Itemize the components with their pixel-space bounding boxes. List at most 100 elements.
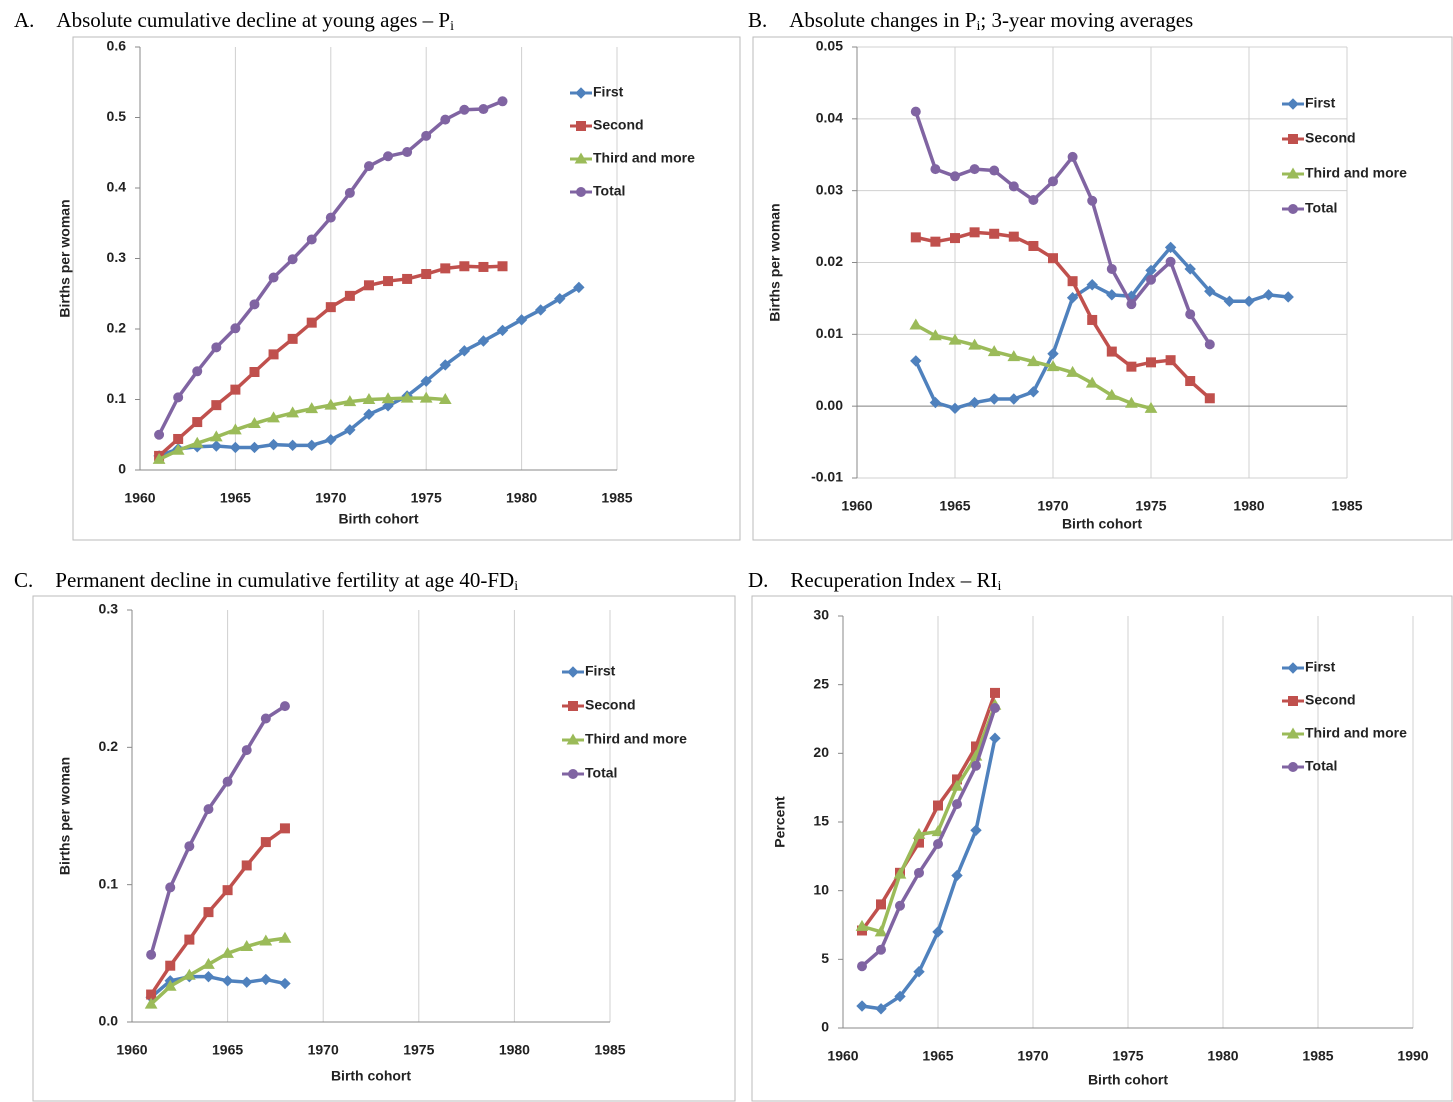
title-text: Recuperation Index – RI [790,568,997,592]
marker [306,317,317,328]
marker [279,977,291,990]
marker [165,960,176,971]
marker [210,440,223,452]
marker [948,333,962,345]
marker [146,949,157,960]
y-tick-label: 0.05 [816,38,843,54]
legend-marker [576,121,586,131]
y-tick-label: 0.5 [107,108,127,124]
legend-marker [567,666,579,678]
panel-title: A. Absolute cumulative decline at young a… [14,8,454,34]
marker [1184,263,1196,275]
marker [1106,346,1117,357]
marker [402,147,413,158]
y-axis-label: Births per woman [57,199,73,317]
legend-label: Third and more [585,731,687,747]
marker [1048,176,1058,187]
marker [438,393,452,404]
marker [1028,195,1039,206]
y-tick-label: 0 [118,461,126,477]
marker [1027,355,1040,367]
marker [478,104,489,115]
legend-label: Second [1305,130,1356,146]
legend-label: Total [1305,200,1337,216]
marker [989,732,1001,744]
legend-label: Second [585,697,636,713]
marker [1007,350,1021,362]
marker [192,366,203,377]
y-tick-label: 0.04 [816,110,843,126]
legend-marker [568,769,578,779]
y-tick-label: 25 [813,675,829,691]
x-tick-label: 1980 [1233,498,1264,514]
x-tick-label: 1980 [499,1042,530,1058]
legend-marker [1288,762,1298,772]
marker [1106,289,1118,301]
legend-label: Third and more [1305,165,1407,181]
marker [241,745,252,756]
marker [241,860,252,871]
x-tick-label: 1975 [1112,1048,1143,1064]
legend-label: First [593,84,624,100]
x-tick-label: 1990 [1397,1048,1428,1064]
marker [1146,357,1156,368]
y-tick-label: 5 [821,950,829,966]
marker [949,402,961,415]
marker [420,375,432,387]
marker [248,441,261,454]
marker [203,907,214,918]
marker [932,926,944,938]
marker [382,400,394,412]
series-line [861,704,997,934]
marker [362,393,376,404]
marker [209,430,223,442]
x-tick-label: 1975 [1135,498,1166,514]
x-tick-label: 1965 [939,498,970,514]
marker [931,825,945,837]
marker [184,934,195,945]
legend-marker [574,152,588,164]
marker [856,1000,868,1012]
marker [222,776,233,787]
marker [440,114,451,125]
marker [1028,240,1039,251]
panel-title: D. Recuperation Index – RIi [748,568,1001,594]
marker [1164,241,1177,254]
marker [876,899,886,910]
legend-marker [1288,204,1298,214]
title-text: Absolute cumulative decline at young age… [56,8,450,32]
title-text: i [450,19,454,34]
marker [144,997,158,1009]
y-axis-label: Births per woman [767,203,783,321]
marker [1048,253,1058,264]
marker [184,841,195,852]
marker [363,161,374,172]
x-tick-label: 1960 [827,1048,858,1064]
title-text: i [977,19,981,34]
marker [400,391,414,403]
panel-frame [32,595,736,1102]
marker [325,302,336,313]
y-tick-label: 30 [813,607,829,623]
marker [440,263,451,274]
marker [182,968,196,980]
panel-letter: A. [14,8,34,32]
marker [950,779,964,791]
x-axis-label: Birth cohort [338,511,418,527]
marker [203,804,214,815]
series-line [860,692,997,932]
marker [909,318,923,330]
marker [1282,291,1294,303]
marker [1243,295,1255,307]
marker [222,885,233,896]
marker [221,975,234,987]
marker [894,990,906,1003]
y-tick-label: 0.2 [99,738,119,754]
marker [305,402,319,414]
marker [990,703,1000,714]
series-line [158,396,446,462]
marker [1067,276,1078,287]
series-line [149,936,286,1006]
panel-title: C. Permanent decline in cumulative fertil… [14,568,518,594]
